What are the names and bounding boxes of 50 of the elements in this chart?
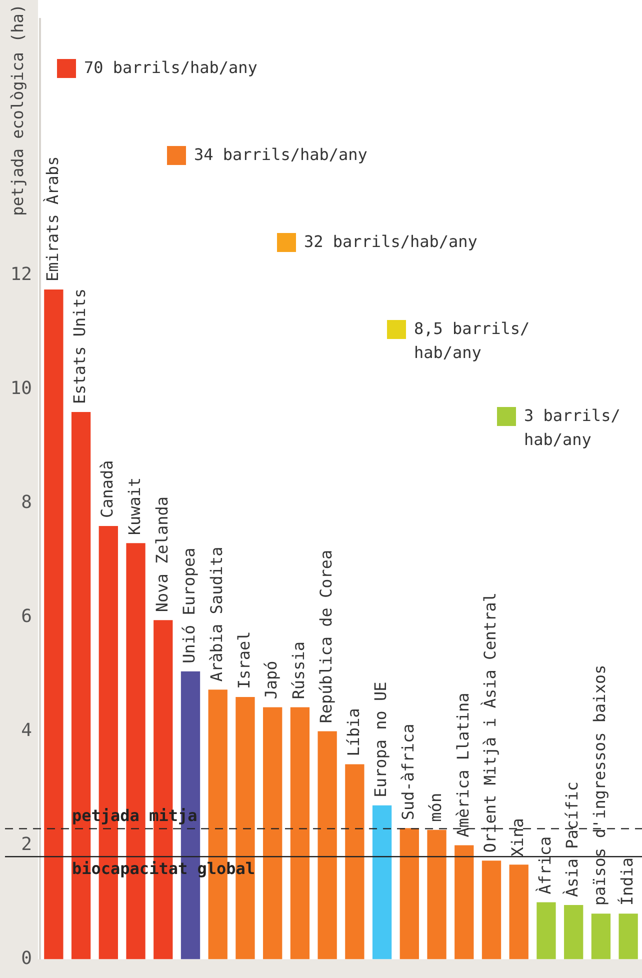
x-tick-label: món bbox=[426, 792, 445, 822]
bar bbox=[345, 764, 364, 960]
y-tick-label: 2 bbox=[21, 834, 32, 855]
legend-label: 34 barrils/hab/any bbox=[194, 145, 368, 164]
x-tick-label: Estats Units bbox=[70, 288, 90, 404]
legend-label: 3 barrils/hab/any bbox=[524, 406, 620, 450]
y-tick-label: 4 bbox=[21, 720, 32, 741]
x-tick-label: Unió Europea bbox=[180, 548, 199, 664]
x-tick-label: Aràbia Saudita bbox=[207, 546, 226, 682]
legend-label: 32 barrils/hab/any bbox=[304, 232, 478, 252]
bar bbox=[400, 828, 419, 960]
x-tick-label: Àfrica bbox=[535, 836, 554, 894]
x-tick-label: Europa no UE bbox=[371, 682, 390, 798]
bar bbox=[427, 830, 446, 960]
x-tick-label: Israel bbox=[234, 631, 254, 690]
legend-label: 70 barrils/hab/any bbox=[84, 58, 258, 78]
y-tick-label: 6 bbox=[21, 606, 32, 627]
x-tick-label: Rússia bbox=[289, 641, 308, 700]
x-tick-label: Líbia bbox=[344, 708, 363, 756]
x-tick-label: Canadà bbox=[98, 460, 117, 518]
bar bbox=[290, 707, 310, 960]
y-tick-label: 8 bbox=[21, 492, 32, 513]
x-tick-label: Emirats Àrabs bbox=[42, 156, 62, 282]
bar bbox=[44, 290, 64, 960]
bar bbox=[536, 902, 556, 960]
bar bbox=[482, 860, 502, 960]
x-tick-label: Àsia Pacífic bbox=[562, 781, 582, 898]
bar bbox=[318, 731, 337, 960]
x-tick-label: països d'ingressos baixos bbox=[590, 664, 610, 906]
bar bbox=[263, 707, 282, 960]
x-tick-label: Orient Mitjà i Àsia Central bbox=[480, 592, 500, 853]
bar bbox=[509, 864, 528, 960]
bar bbox=[618, 914, 638, 960]
x-tick-label: Amèrica Llatina bbox=[453, 692, 472, 838]
x-tick-label: Nova Zelanda bbox=[152, 496, 172, 612]
x-tick-label: Kuwait bbox=[124, 477, 144, 536]
y-axis-title: petjada ecològica (ha) bbox=[8, 4, 28, 216]
bar bbox=[564, 905, 584, 960]
bar bbox=[372, 805, 392, 960]
y-tick-label: 10 bbox=[10, 378, 32, 399]
bar bbox=[591, 914, 611, 960]
y-tick-label: 12 bbox=[10, 264, 32, 285]
x-tick-label: Xina bbox=[508, 818, 528, 857]
x-tick-label: Sud-àfrica bbox=[398, 724, 418, 820]
x-tick-label: Japó bbox=[262, 660, 281, 700]
x-tick-label: República de Corea bbox=[316, 550, 336, 724]
x-tick-label: Índia bbox=[617, 857, 636, 906]
bar bbox=[454, 845, 474, 960]
legend-label: 8,5 barrils/hab/any bbox=[414, 319, 530, 362]
y-tick-label: 0 bbox=[21, 948, 32, 969]
